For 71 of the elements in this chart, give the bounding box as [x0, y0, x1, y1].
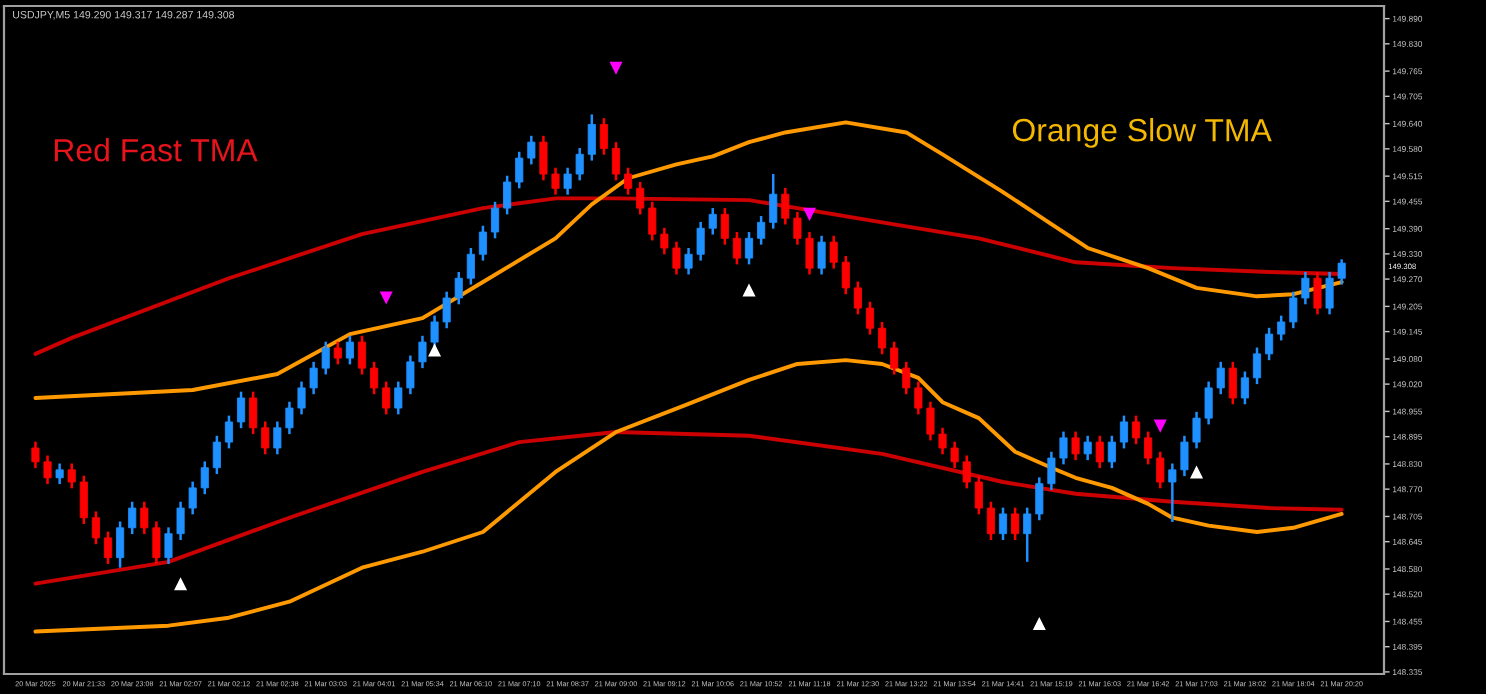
line-series	[33, 120, 1344, 400]
candlestick	[1095, 434, 1104, 470]
line-series	[33, 430, 1344, 586]
candlestick	[1313, 270, 1322, 316]
point	[1190, 465, 1204, 479]
candlestick	[611, 140, 621, 182]
candlestick	[757, 214, 766, 246]
point	[174, 577, 188, 591]
candlestick	[744, 230, 754, 266]
point	[802, 207, 817, 221]
candlestick	[974, 474, 983, 516]
candlestick	[91, 510, 100, 546]
candlestick	[1144, 430, 1153, 466]
point	[609, 61, 623, 75]
candlestick	[237, 390, 246, 430]
candlestick	[67, 462, 76, 490]
candlestick	[1011, 506, 1020, 542]
candlestick	[212, 434, 221, 476]
candlestick	[1107, 434, 1116, 470]
candlestick	[853, 280, 862, 316]
candlestick	[55, 462, 64, 486]
candlestick	[261, 420, 270, 456]
candlestick	[599, 116, 608, 156]
candlestick	[382, 380, 391, 416]
candlestick	[503, 174, 512, 216]
candlestick	[224, 414, 234, 450]
candlestick	[1119, 414, 1129, 450]
candlestick	[249, 390, 258, 436]
annotation: Orange Slow TMA	[1012, 118, 1272, 148]
point	[428, 343, 442, 357]
candlestick	[333, 340, 342, 366]
candlestick	[357, 334, 367, 376]
candlestick	[1156, 450, 1165, 490]
candlestick	[986, 500, 995, 542]
candlestick	[466, 246, 475, 286]
candlestick	[1252, 346, 1262, 386]
point	[1153, 419, 1167, 433]
candlestick	[720, 206, 729, 246]
candlestick	[1277, 314, 1286, 342]
candlestick	[1083, 434, 1092, 462]
candlestick	[587, 113, 596, 162]
candlestick	[370, 360, 379, 396]
line-series	[33, 358, 1344, 634]
candlestick	[878, 320, 887, 356]
candlestick	[345, 334, 354, 366]
candlestick	[624, 166, 633, 196]
candlestick	[732, 230, 741, 266]
candlestick	[478, 224, 487, 262]
point	[742, 283, 756, 297]
candlestick	[1023, 506, 1032, 564]
candlestick	[865, 300, 875, 336]
candlestick	[769, 172, 778, 230]
point	[1032, 617, 1046, 631]
candlestick	[998, 506, 1008, 542]
candlestick	[1071, 430, 1080, 462]
candlestick	[103, 530, 113, 566]
candlestick	[1132, 414, 1141, 446]
candlestick	[890, 340, 899, 376]
annotation: Red Fast TMA	[54, 138, 258, 162]
candlestick	[817, 234, 826, 276]
candlestick	[1265, 326, 1274, 362]
candlestick	[1240, 370, 1249, 406]
candlestick	[1228, 360, 1237, 406]
point	[379, 291, 393, 305]
candlestick	[636, 180, 645, 216]
candlestick	[490, 200, 500, 240]
candlestick	[128, 500, 137, 536]
candlestick	[829, 234, 838, 270]
candlestick	[841, 254, 850, 296]
candlestick	[116, 520, 125, 569]
candlestick	[79, 474, 88, 526]
